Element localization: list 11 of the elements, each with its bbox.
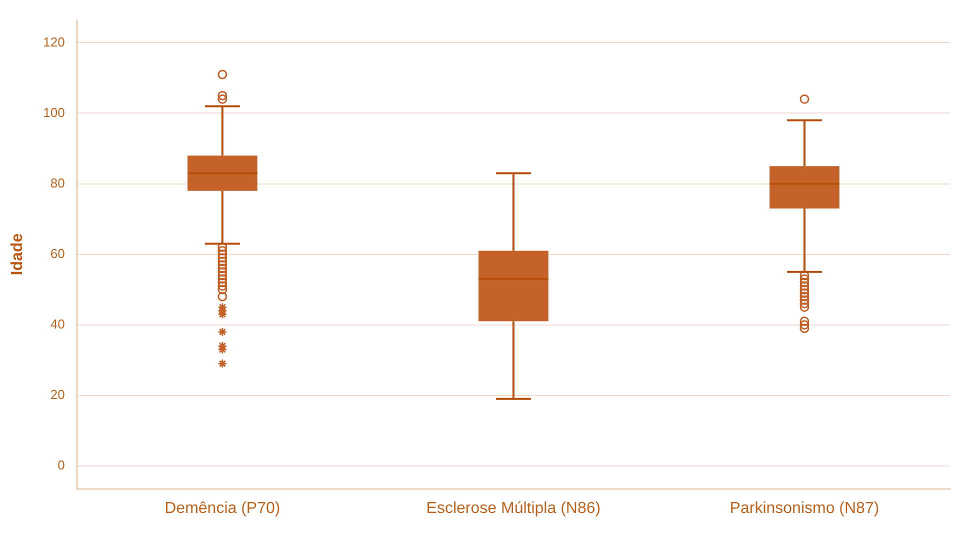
x-tick-label: Demência (P70) (164, 500, 280, 517)
y-tick-label: 40 (50, 316, 65, 332)
y-tick-label: 20 (50, 386, 65, 402)
y-tick-label: 0 (58, 457, 65, 472)
y-tick-label: 120 (43, 34, 65, 50)
x-tick-label: Parkinsonismo (N87) (730, 500, 880, 517)
y-tick-label: 100 (43, 104, 65, 120)
x-tick-label: Esclerose Múltipla (N86) (426, 500, 601, 517)
y-tick-label: 60 (50, 246, 65, 261)
y-tick-label: 80 (50, 175, 65, 190)
y-axis-title: Idade (9, 233, 26, 276)
